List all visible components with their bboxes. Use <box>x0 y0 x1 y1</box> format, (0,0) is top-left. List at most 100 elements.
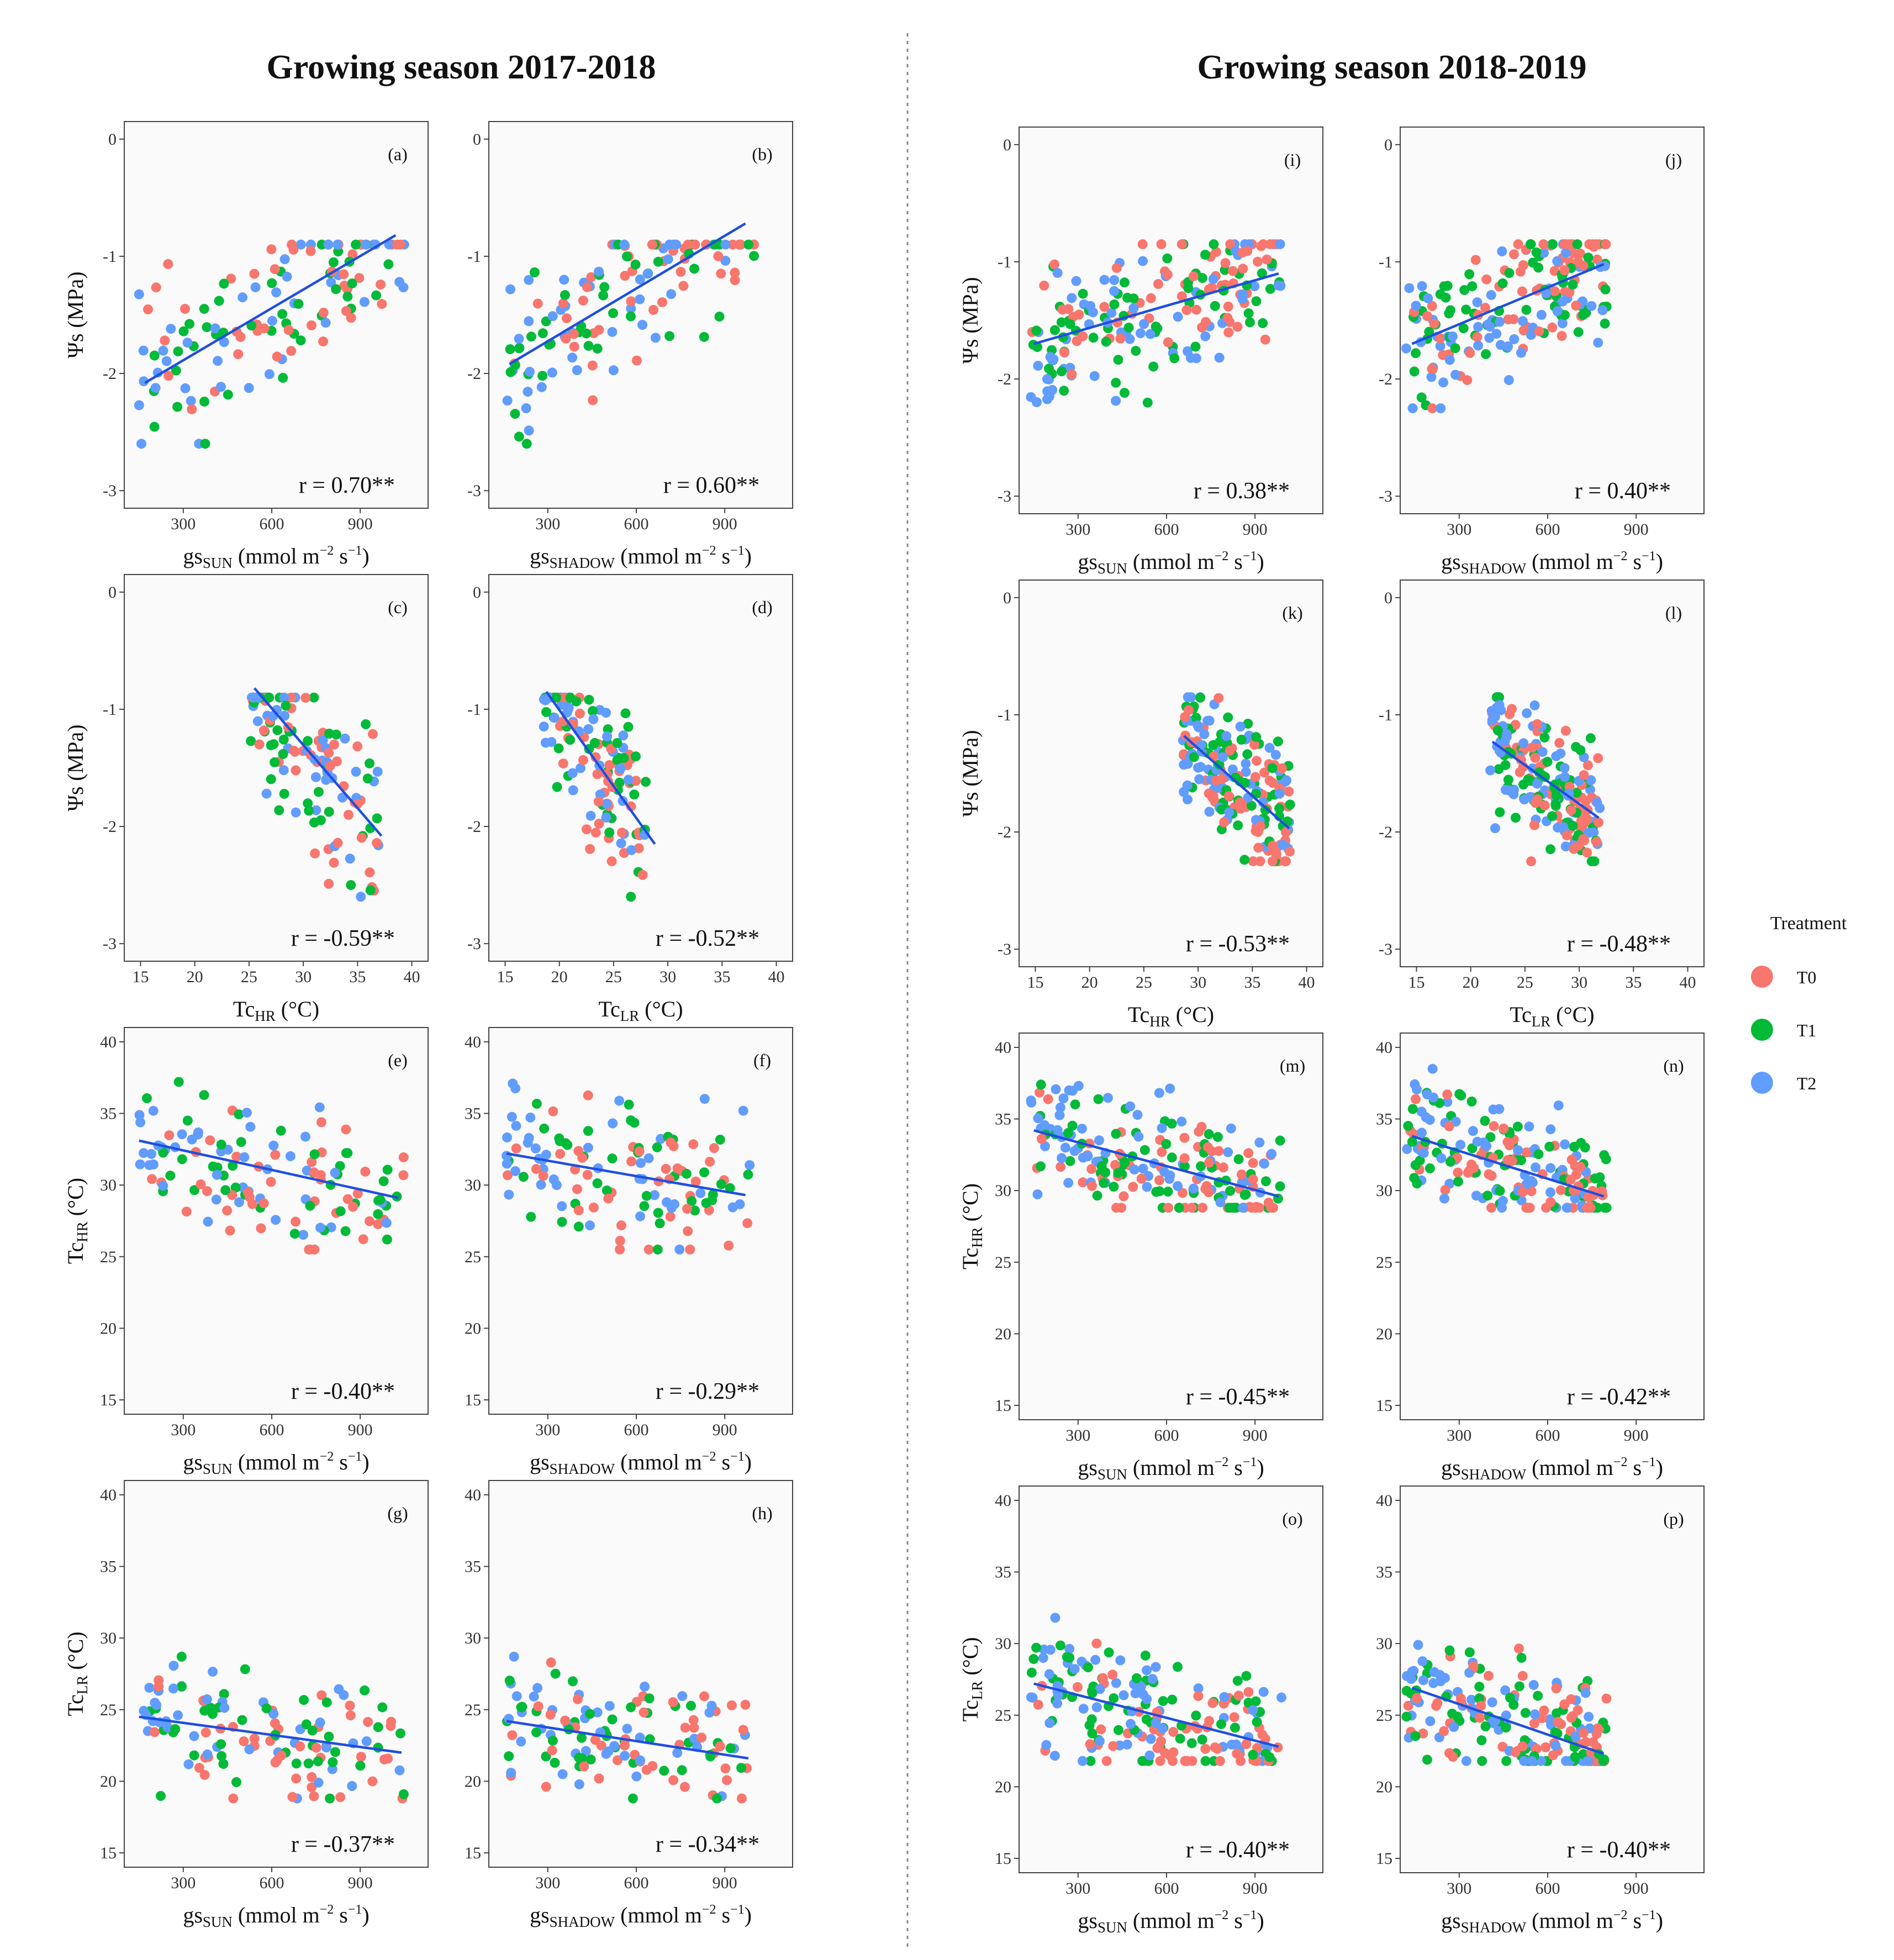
data-point-b-89 <box>536 382 547 392</box>
data-point-j-72 <box>1518 325 1529 336</box>
data-point-j-189 <box>1559 265 1570 276</box>
data-point-a-120 <box>163 371 174 381</box>
data-point-j-128 <box>1517 316 1528 326</box>
data-point-p-179 <box>1417 1656 1428 1667</box>
panel-tag-o: (o) <box>1282 1509 1302 1529</box>
data-point-h-85 <box>541 1751 551 1762</box>
y-axis-label-i: Ψs (MPa) <box>958 277 983 363</box>
data-point-b-54 <box>626 296 636 307</box>
data-point-c-74 <box>372 766 383 777</box>
data-point-k-114 <box>1285 846 1295 857</box>
x-axis-label-a-unit: (mmol m <box>233 544 320 568</box>
data-point-d-119 <box>615 763 626 774</box>
data-point-h-39 <box>668 1775 679 1785</box>
data-point-a-118 <box>351 239 361 250</box>
data-point-g-58 <box>398 1789 409 1799</box>
data-point-a-50 <box>138 345 149 356</box>
data-point-o-44 <box>1111 1678 1121 1688</box>
data-point-b-104 <box>524 275 534 285</box>
data-point-o-66 <box>1101 1756 1112 1766</box>
data-point-a-100 <box>371 290 382 301</box>
data-point-h-114 <box>736 1793 747 1804</box>
data-point-j-19 <box>1411 348 1421 359</box>
data-point-i-118 <box>1065 319 1075 329</box>
data-point-e-5 <box>298 1230 308 1240</box>
data-point-o-168 <box>1241 1739 1252 1750</box>
data-point-c-114 <box>365 867 375 878</box>
data-point-n-58 <box>1425 1163 1435 1173</box>
data-point-i-76 <box>1111 377 1121 388</box>
x-tick-label-m-2: 900 <box>1243 1426 1268 1445</box>
y-tick-label-o-3: 30 <box>995 1635 1011 1653</box>
data-point-a-20 <box>359 297 370 307</box>
data-point-o-43 <box>1084 1720 1095 1730</box>
data-point-p-141 <box>1573 1705 1583 1715</box>
data-point-m-132 <box>1036 1134 1047 1144</box>
data-point-g-99 <box>154 1682 164 1692</box>
data-point-f-31 <box>518 1172 529 1182</box>
data-point-i-168 <box>1059 347 1069 358</box>
data-point-c-67 <box>279 789 289 799</box>
data-point-o-165 <box>1072 1682 1083 1692</box>
data-point-p-159 <box>1578 1728 1589 1738</box>
data-point-o-48 <box>1229 1712 1239 1722</box>
data-point-f-47 <box>504 1189 514 1200</box>
data-point-j-50 <box>1495 317 1505 327</box>
data-point-k-169 <box>1274 803 1284 814</box>
plot-frame-p <box>1400 1485 1705 1873</box>
data-point-f-72 <box>709 1143 719 1153</box>
data-point-g-10 <box>324 1731 334 1742</box>
data-point-j-116 <box>1473 340 1484 351</box>
y-axis-label-k: Ψs (MPa) <box>958 730 983 816</box>
data-point-e-44 <box>135 1117 146 1127</box>
data-point-f-59 <box>650 1190 660 1200</box>
data-point-h-117 <box>738 1725 748 1735</box>
data-point-p-25 <box>1501 1756 1512 1766</box>
data-point-b-107 <box>505 284 515 294</box>
data-point-m-54 <box>1163 1203 1174 1213</box>
data-point-i-119 <box>1067 293 1077 303</box>
data-point-k-176 <box>1202 715 1213 726</box>
data-point-l-133 <box>1589 856 1600 867</box>
data-point-l-42 <box>1582 760 1593 771</box>
data-point-g-0 <box>316 1690 327 1700</box>
data-point-n-167 <box>1545 1124 1556 1135</box>
legend-title: Treatment <box>1770 913 1847 934</box>
data-point-j-100 <box>1450 343 1460 354</box>
data-point-a-99 <box>259 323 270 334</box>
y-axis-label-g-unit: (°C) <box>63 1631 88 1675</box>
data-point-c-37 <box>272 725 283 735</box>
data-point-h-103 <box>627 1793 638 1804</box>
data-point-e-122 <box>148 1105 159 1116</box>
data-point-n-103 <box>1512 1121 1523 1132</box>
data-point-c-41 <box>311 805 321 815</box>
x-tick-label-c-0: 15 <box>132 968 149 986</box>
data-point-i-135 <box>1137 239 1148 250</box>
data-point-d-78 <box>582 824 592 835</box>
data-point-g-83 <box>168 1661 179 1671</box>
data-point-d-112 <box>623 721 634 732</box>
data-point-e-27 <box>164 1130 175 1141</box>
x-axis-label-f-exp1: −2 <box>702 1450 716 1464</box>
data-point-a-107 <box>361 239 371 250</box>
data-point-p-93 <box>1548 1750 1558 1761</box>
data-point-f-82 <box>639 1201 650 1211</box>
y-axis-label-g-main: Tc <box>63 1694 88 1716</box>
x-axis-label-o-main: gs <box>1078 1908 1098 1933</box>
data-point-j-143 <box>1552 256 1563 266</box>
data-point-i-165 <box>1111 263 1122 273</box>
data-point-e-94 <box>375 1194 386 1205</box>
data-point-j-157 <box>1548 239 1558 250</box>
x-axis-label-b-exp2: −1 <box>730 544 745 558</box>
data-point-b-117 <box>683 239 693 250</box>
x-axis-label-b-exp1: −2 <box>702 544 716 558</box>
data-point-b-101 <box>521 403 531 413</box>
data-point-n-91 <box>1403 1121 1413 1131</box>
x-axis-label-h-exp1: −2 <box>702 1903 716 1917</box>
data-point-e-63 <box>358 1234 368 1245</box>
data-point-m-167 <box>1026 1095 1036 1106</box>
data-point-c-116 <box>261 788 272 799</box>
data-point-b-31 <box>598 290 609 301</box>
data-point-n-131 <box>1570 1193 1580 1204</box>
